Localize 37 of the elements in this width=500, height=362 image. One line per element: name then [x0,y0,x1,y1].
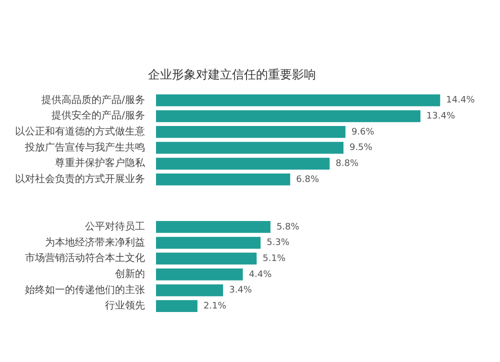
y-tick-label: 以对社会负责的方式开展业务 [15,173,145,186]
bar [156,174,290,186]
y-tick-label: 行业领先 [105,300,145,312]
y-tick-label: 公平对待员工 [85,220,145,233]
bar [156,158,330,170]
bar [156,110,420,122]
data-label: 4.4% [248,270,272,280]
data-label: 6.8% [296,174,320,185]
y-tick-label: 为本地经济带来净利益 [45,236,145,248]
data-label: 8.8% [336,158,359,169]
data-label: 5.8% [276,222,300,232]
y-tick-label: 始终如一的传递他们的主张 [25,284,145,296]
data-label: 14.4% [446,96,476,106]
y-tick-label: 以公正和有道德的方式做生意 [15,126,145,138]
bar [156,300,198,312]
bar [156,284,224,296]
y-tick-label: 投放广告宣传与我产生共鸣 [24,141,145,154]
data-label: 3.4% [229,286,252,296]
bar [156,268,243,280]
data-label: 2.1% [203,301,227,312]
data-label: 9.6% [351,127,375,138]
bar [156,252,257,265]
y-tick-label: 尊重并保护客户隐私 [55,157,146,170]
bar [156,236,261,249]
data-label: 13.4% [426,111,456,122]
chart-title: 企业形象对建立信任的重要影响 [148,67,316,82]
data-label: 9.5% [349,143,373,154]
y-tick-label: 提供安全的产品/服务 [52,110,145,122]
bar [156,94,440,106]
data-label: 5.3% [266,238,290,248]
y-tick-label: 创新的 [115,268,145,280]
data-label: 5.1% [262,254,286,264]
y-tick-label: 提供高品质的产品/服务 [42,94,145,106]
bar [156,142,344,154]
bar [156,221,270,233]
y-tick-label: 市场营销活动符合本土文化 [25,252,145,264]
bar [156,126,346,138]
